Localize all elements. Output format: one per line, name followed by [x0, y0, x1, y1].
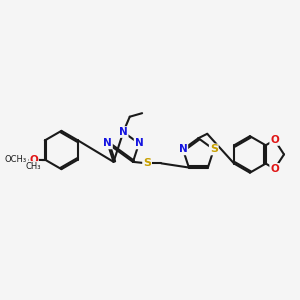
- Text: O: O: [270, 135, 279, 145]
- Text: N: N: [135, 138, 143, 148]
- Text: N: N: [178, 144, 187, 154]
- Text: O: O: [29, 154, 38, 165]
- Text: CH₃: CH₃: [26, 162, 41, 171]
- Text: N: N: [103, 138, 112, 148]
- Text: N: N: [119, 127, 128, 137]
- Text: O: O: [270, 164, 279, 174]
- Text: S: S: [210, 144, 218, 154]
- Text: S: S: [143, 158, 151, 168]
- Text: OCH₃: OCH₃: [4, 155, 27, 164]
